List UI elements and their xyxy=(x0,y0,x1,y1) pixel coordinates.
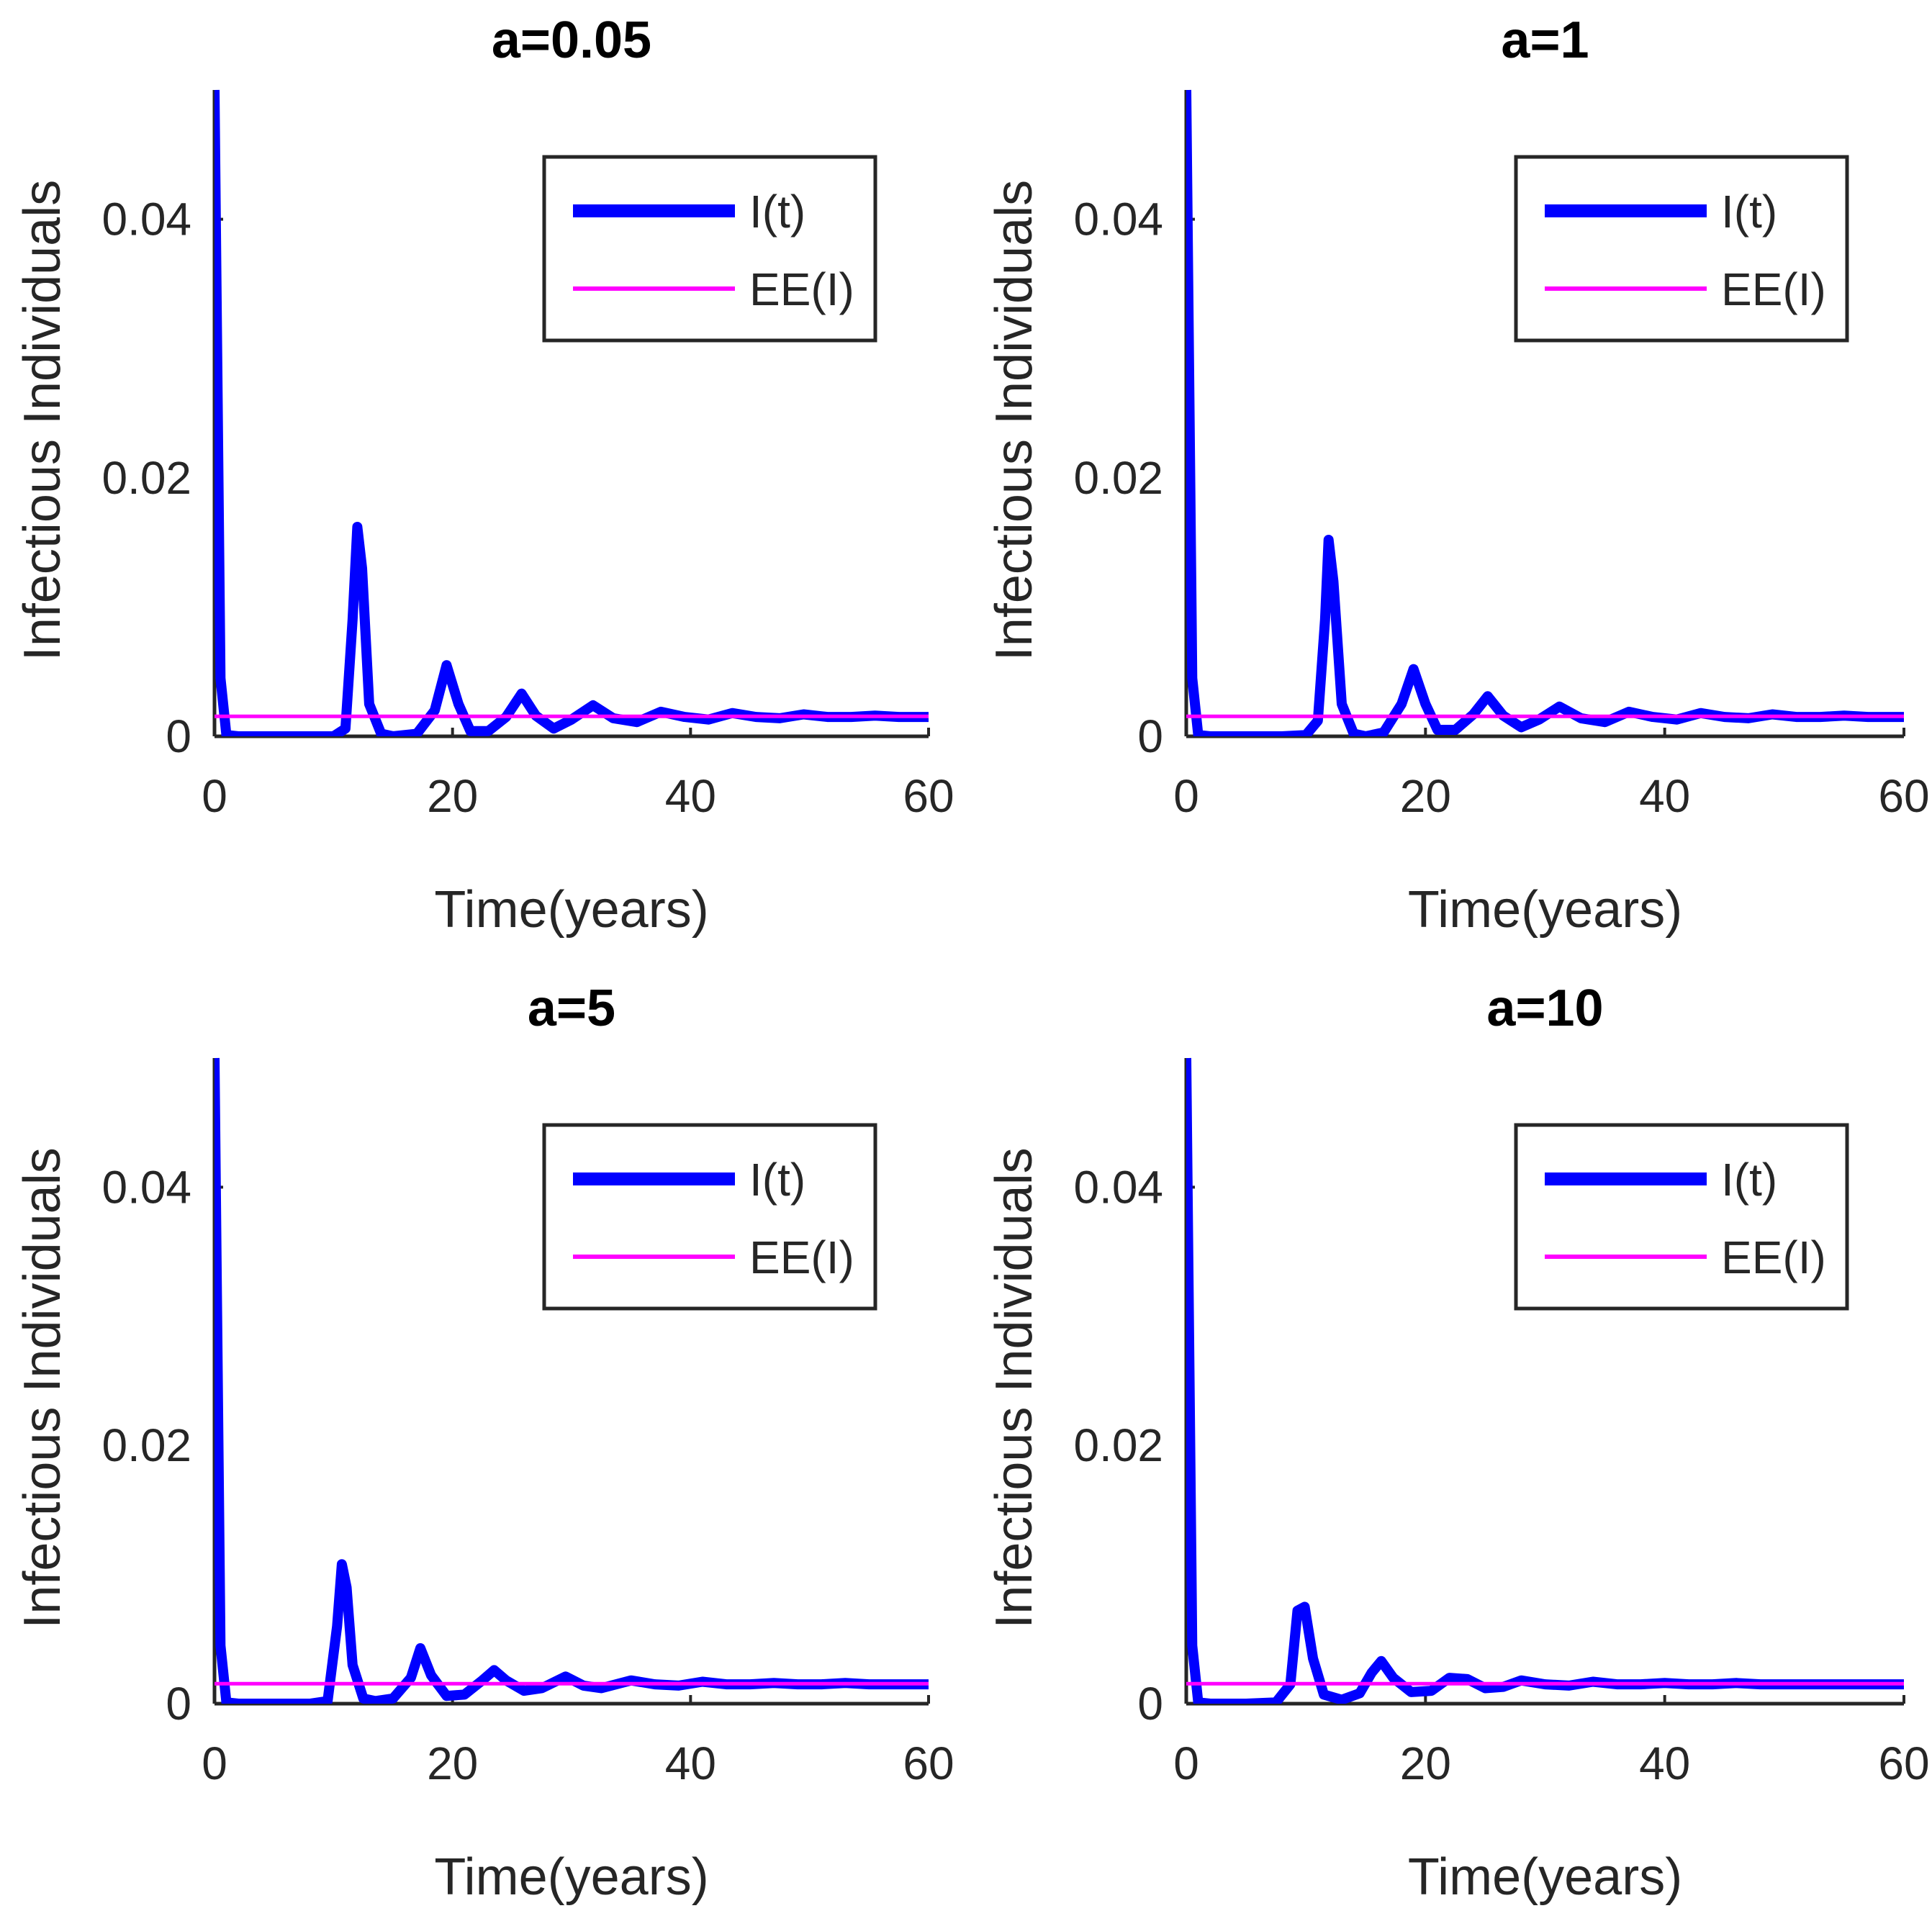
x-axis-label: Time(years) xyxy=(434,1848,708,1906)
legend-label-equilibrium: EE(I) xyxy=(1721,263,1826,315)
x-tick-label: 40 xyxy=(1639,770,1690,822)
x-tick-label: 40 xyxy=(665,1737,716,1789)
chart-panel-2: 0 20 40 60 0 0.02 0.04 a=1 Time(years) Infectious… xyxy=(985,12,1930,939)
chart-panel-1: 0 20 40 60 0 0.02 0.04 a=0.05 Time(years) Infecti… xyxy=(14,12,954,939)
chart-panel-3: 0 20 40 60 0 0.02 0.04 a=5 Time(years) Infectious… xyxy=(14,980,954,1906)
y-tick-label: 0.02 xyxy=(1073,452,1163,504)
legend-label-equilibrium: EE(I) xyxy=(1721,1232,1826,1283)
y-tick-label: 0 xyxy=(166,1678,191,1730)
legend-label-infected: I(t) xyxy=(1721,1154,1777,1206)
legend-label-equilibrium: EE(I) xyxy=(749,1232,854,1283)
x-axis-label: Time(years) xyxy=(1408,1848,1682,1906)
x-tick-label: 60 xyxy=(903,770,954,822)
y-tick-label: 0 xyxy=(166,710,191,762)
x-tick-label: 20 xyxy=(427,770,478,822)
x-axis-label: Time(years) xyxy=(434,881,708,939)
x-tick-label: 0 xyxy=(1173,770,1199,822)
legend-label-infected: I(t) xyxy=(749,186,805,238)
legend-box xyxy=(1514,155,1849,343)
x-axis-label: Time(years) xyxy=(1408,881,1682,939)
chart-title: a=1 xyxy=(1501,12,1589,69)
x-tick-label: 20 xyxy=(1400,1737,1451,1789)
y-tick-label: 0.04 xyxy=(101,1161,191,1213)
y-tick-label: 0.04 xyxy=(101,194,191,245)
x-tick-label: 0 xyxy=(202,1737,227,1789)
y-tick-label: 0.02 xyxy=(1073,1419,1163,1471)
x-tick-label: 20 xyxy=(427,1737,478,1789)
x-tick-label: 40 xyxy=(1639,1737,1690,1789)
legend-label-infected: I(t) xyxy=(1721,186,1777,238)
legend-box xyxy=(1514,1123,1849,1311)
legend-label-infected: I(t) xyxy=(749,1154,805,1206)
x-tick-label: 0 xyxy=(1173,1737,1199,1789)
y-axis-label: Infectious Individuals xyxy=(985,1147,1043,1628)
legend-label-equilibrium: EE(I) xyxy=(749,263,854,315)
y-tick-label: 0 xyxy=(1137,1678,1163,1730)
x-tick-label: 20 xyxy=(1400,770,1451,822)
chart-title: a=10 xyxy=(1486,980,1603,1037)
x-tick-label: 60 xyxy=(1878,770,1929,822)
x-tick-label: 40 xyxy=(665,770,716,822)
y-tick-label: 0 xyxy=(1137,710,1163,762)
y-tick-label: 0.04 xyxy=(1073,194,1163,245)
legend-box xyxy=(542,1123,877,1311)
chart-title: a=5 xyxy=(528,980,615,1037)
legend-box xyxy=(542,155,877,343)
x-tick-label: 60 xyxy=(1878,1737,1929,1789)
chart-title: a=0.05 xyxy=(492,12,651,69)
y-tick-label: 0.02 xyxy=(101,452,191,504)
x-tick-label: 0 xyxy=(202,770,227,822)
y-axis-label: Infectious Individuals xyxy=(14,1147,71,1628)
y-axis-label: Infectious Individuals xyxy=(14,180,71,661)
y-axis-label: Infectious Individuals xyxy=(985,180,1043,661)
y-tick-label: 0.02 xyxy=(101,1419,191,1471)
chart-panel-4: 0 20 40 60 0 0.02 0.04 a=10 Time(years) Infectiou… xyxy=(985,980,1930,1906)
y-tick-label: 0.04 xyxy=(1073,1161,1163,1213)
x-tick-label: 60 xyxy=(903,1737,954,1789)
